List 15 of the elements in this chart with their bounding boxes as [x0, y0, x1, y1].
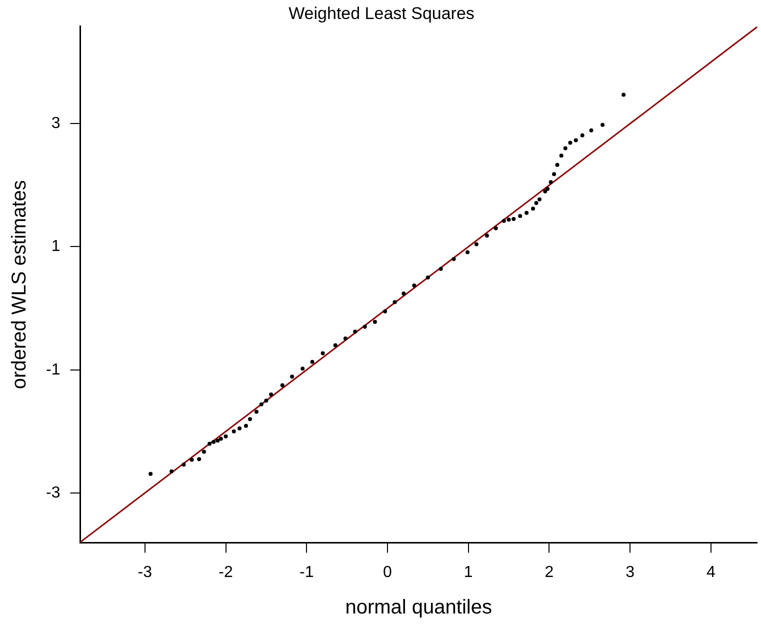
y-tick-label: 3 — [51, 115, 60, 132]
x-tick-label: -2 — [218, 564, 233, 581]
x-tick-label: 0 — [383, 564, 392, 581]
chart-title: Weighted Least Squares — [288, 4, 474, 23]
y-tick-label: 1 — [51, 238, 60, 256]
x-tick-label: 4 — [706, 564, 716, 581]
y-tick-label: -3 — [46, 484, 60, 502]
y-axis-title: ordered WLS estimates — [8, 180, 31, 390]
x-tick-label: 3 — [626, 564, 635, 581]
x-axis-title: normal quantiles — [345, 596, 492, 619]
x-tick-label: -1 — [300, 564, 314, 581]
x-tick-label: 1 — [464, 564, 473, 581]
x-tick-label: -3 — [138, 564, 152, 581]
x-tick-label: 2 — [544, 564, 554, 581]
y-tick-label: -1 — [46, 361, 60, 378]
